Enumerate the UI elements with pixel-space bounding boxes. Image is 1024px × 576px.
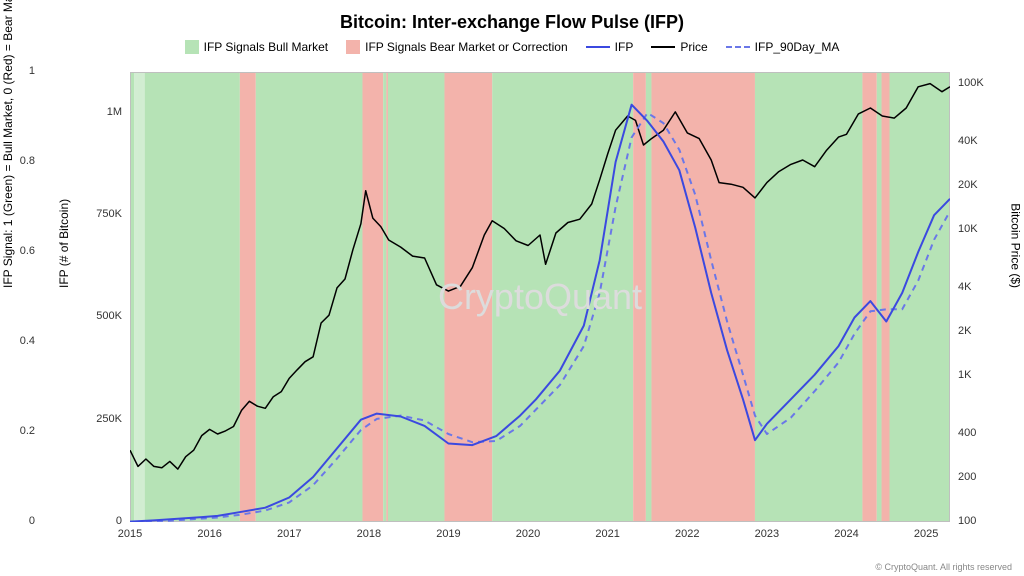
tick-label: 400 [958,427,976,439]
tick-label: 2017 [277,528,301,540]
chart-container: Bitcoin: Inter-exchange Flow Pulse (IFP)… [0,0,1024,576]
legend-ifp-label: IFP [615,40,634,54]
tick-label: 2023 [755,528,779,540]
tick-label: 2K [958,325,971,337]
tick-label: 0.6 [20,245,35,257]
legend-bull: IFP Signals Bull Market [185,40,329,54]
tick-label: 0 [29,515,35,527]
legend-ma-label: IFP_90Day_MA [755,40,840,54]
tick-label: 750K [96,208,122,220]
tick-label: 2022 [675,528,699,540]
tick-label: 100K [958,77,984,89]
tick-label: 2018 [357,528,381,540]
legend: IFP Signals Bull Market IFP Signals Bear… [0,40,1024,54]
swatch-bear [346,40,360,54]
legend-bear: IFP Signals Bear Market or Correction [346,40,568,54]
plot-area: CryptoQuant [130,72,950,522]
tick-label: 250K [96,413,122,425]
tick-label: 10K [958,223,978,235]
y-axis-price-label: Bitcoin Price ($) [1009,203,1023,288]
legend-ifp: IFP [586,40,634,54]
plot-svg [130,72,950,522]
tick-label: 0.4 [20,335,35,347]
tick-label: 500K [96,310,122,322]
line-ma [726,46,750,48]
legend-ma: IFP_90Day_MA [726,40,840,54]
tick-label: 0.8 [20,155,35,167]
legend-bear-label: IFP Signals Bear Market or Correction [365,40,568,54]
legend-price-label: Price [680,40,707,54]
y-axis-ifp-label: IFP (# of Bitcoin) [57,199,71,288]
line-price [651,46,675,48]
tick-label: 1 [29,65,35,77]
tick-label: 100 [958,515,976,527]
tick-label: 1M [107,106,122,118]
swatch-bull [185,40,199,54]
tick-label: 2020 [516,528,540,540]
tick-label: 4K [958,281,971,293]
tick-label: 1K [958,369,971,381]
tick-label: 2021 [595,528,619,540]
chart-title: Bitcoin: Inter-exchange Flow Pulse (IFP) [0,12,1024,33]
tick-label: 2016 [197,528,221,540]
tick-label: 2024 [834,528,858,540]
tick-label: 2015 [118,528,142,540]
tick-label: 0.2 [20,425,35,437]
tick-label: 2025 [914,528,938,540]
legend-price: Price [651,40,707,54]
line-ifp [586,46,610,48]
y-axis-signal-label: IFP Signal: 1 (Green) = Bull Market, 0 (… [1,0,15,288]
tick-label: 0 [116,515,122,527]
tick-label: 40K [958,135,978,147]
credit: © CryptoQuant. All rights reserved [875,562,1012,572]
tick-label: 2019 [436,528,460,540]
legend-bull-label: IFP Signals Bull Market [204,40,329,54]
tick-label: 20K [958,179,978,191]
tick-label: 200 [958,471,976,483]
